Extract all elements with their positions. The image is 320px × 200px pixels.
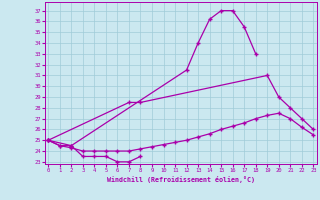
X-axis label: Windchill (Refroidissement éolien,°C): Windchill (Refroidissement éolien,°C)	[107, 176, 255, 183]
